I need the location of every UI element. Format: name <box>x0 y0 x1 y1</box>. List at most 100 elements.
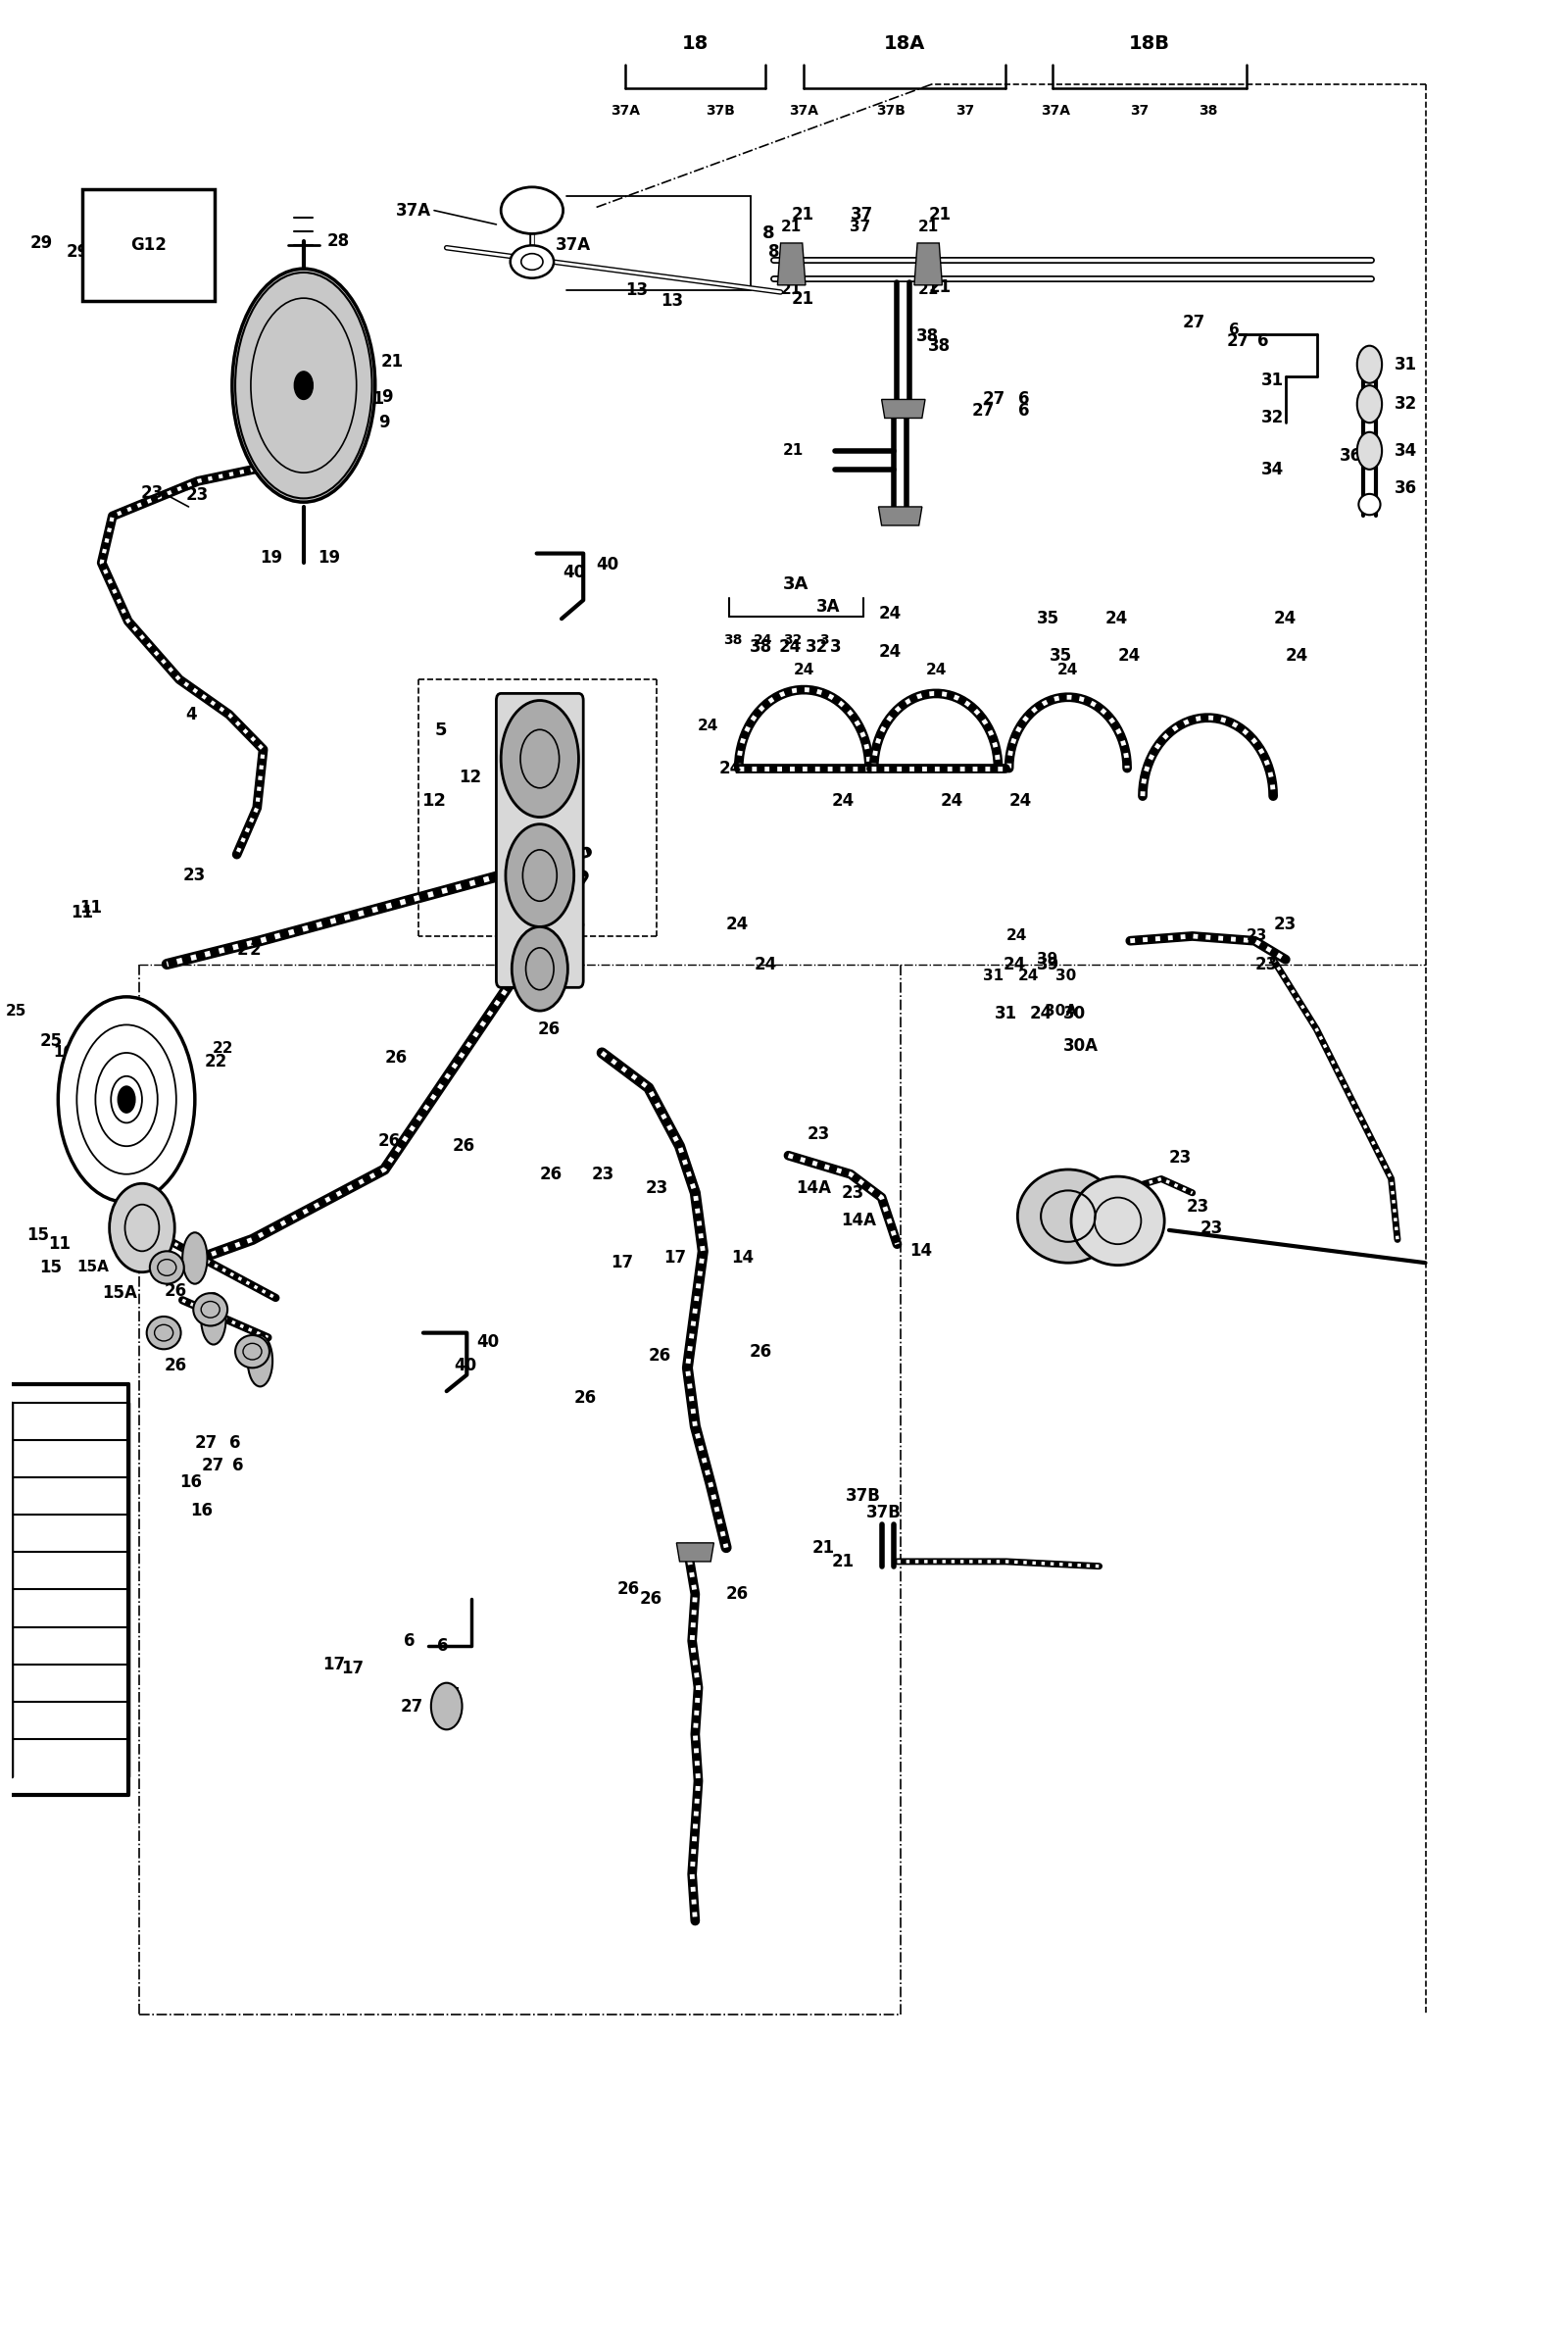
Text: 32: 32 <box>784 634 803 646</box>
Text: 23: 23 <box>591 1165 615 1184</box>
Text: 17: 17 <box>340 1661 364 1677</box>
Text: 24: 24 <box>1118 648 1140 664</box>
Circle shape <box>511 926 568 1010</box>
Text: 31: 31 <box>996 1003 1018 1022</box>
Text: 24: 24 <box>833 793 855 809</box>
Text: 23: 23 <box>1185 1198 1209 1216</box>
Text: 6: 6 <box>1228 323 1239 337</box>
Text: 8: 8 <box>768 243 779 262</box>
Text: 15: 15 <box>39 1258 63 1277</box>
Text: 24: 24 <box>1286 648 1308 664</box>
Circle shape <box>500 699 579 816</box>
Text: 1: 1 <box>136 1092 146 1106</box>
Text: 6: 6 <box>1258 332 1269 351</box>
Text: 26: 26 <box>378 1132 401 1151</box>
Circle shape <box>1356 346 1381 384</box>
Text: 40: 40 <box>596 557 618 573</box>
Text: 26: 26 <box>547 954 571 973</box>
Text: 37B: 37B <box>706 105 735 117</box>
Text: 14: 14 <box>1107 1230 1129 1249</box>
Ellipse shape <box>1018 1170 1118 1263</box>
Text: 14: 14 <box>909 1242 933 1261</box>
Text: 21: 21 <box>928 206 950 225</box>
Text: 23: 23 <box>808 1125 829 1144</box>
Text: 26: 26 <box>726 1586 750 1602</box>
Text: 32: 32 <box>1261 409 1284 428</box>
Text: 36: 36 <box>1341 447 1363 463</box>
Ellipse shape <box>193 1293 227 1326</box>
Text: 23: 23 <box>840 1184 864 1202</box>
Text: 26: 26 <box>563 915 586 933</box>
Text: 10: 10 <box>53 1046 74 1060</box>
Text: 34: 34 <box>1394 442 1417 458</box>
Text: 27: 27 <box>983 391 1005 409</box>
Text: 15A: 15A <box>77 1261 110 1275</box>
Text: 21: 21 <box>917 220 939 234</box>
Text: 26: 26 <box>149 1254 171 1272</box>
Circle shape <box>1356 386 1381 423</box>
Text: 24: 24 <box>1007 929 1027 943</box>
Text: 16: 16 <box>136 1254 158 1272</box>
Text: 24: 24 <box>1004 954 1025 973</box>
Text: 24: 24 <box>1029 1003 1052 1022</box>
Text: 28: 28 <box>328 232 350 250</box>
Text: 8: 8 <box>762 225 775 243</box>
Text: 3A: 3A <box>784 575 809 592</box>
Text: 30: 30 <box>1055 968 1077 982</box>
Text: 21: 21 <box>928 278 950 297</box>
Text: 27: 27 <box>972 402 994 421</box>
Text: 16: 16 <box>190 1502 213 1518</box>
Text: 13: 13 <box>626 281 648 299</box>
Polygon shape <box>881 400 925 419</box>
Text: 34: 34 <box>1261 461 1284 477</box>
Text: 21: 21 <box>381 353 405 372</box>
Text: 24: 24 <box>925 662 947 678</box>
Text: 22: 22 <box>212 1041 234 1055</box>
Text: 27: 27 <box>400 1698 423 1714</box>
Text: 21: 21 <box>781 220 801 234</box>
Text: 37B: 37B <box>877 105 906 117</box>
Text: 37: 37 <box>1131 105 1149 117</box>
Ellipse shape <box>201 1293 226 1345</box>
Text: 35: 35 <box>1036 610 1060 627</box>
Text: 24: 24 <box>1010 793 1032 809</box>
Text: 35: 35 <box>1049 648 1073 664</box>
Text: 30A: 30A <box>1044 1003 1077 1017</box>
Text: 24: 24 <box>878 643 902 660</box>
Circle shape <box>118 1085 136 1113</box>
Text: 26: 26 <box>574 1389 597 1408</box>
Text: 38: 38 <box>1198 105 1217 117</box>
Text: 32: 32 <box>1394 395 1417 414</box>
Polygon shape <box>878 508 922 526</box>
Text: 24: 24 <box>754 954 778 973</box>
Text: 31: 31 <box>1261 372 1283 391</box>
Text: 36: 36 <box>1394 479 1417 496</box>
Text: 24: 24 <box>779 639 801 655</box>
Text: 27: 27 <box>194 1434 218 1450</box>
Ellipse shape <box>510 246 554 278</box>
Text: 26: 26 <box>163 1357 187 1375</box>
Text: 37A: 37A <box>395 201 431 220</box>
Text: 26: 26 <box>539 1165 563 1184</box>
Text: 26: 26 <box>649 1347 671 1366</box>
Text: 23: 23 <box>1200 1219 1223 1237</box>
Text: 12: 12 <box>459 770 481 786</box>
Circle shape <box>295 372 314 400</box>
Text: 26: 26 <box>163 1282 187 1300</box>
Text: 17: 17 <box>323 1656 345 1672</box>
Text: 24: 24 <box>1105 610 1127 627</box>
Text: 18B: 18B <box>1129 35 1170 54</box>
Text: 23: 23 <box>141 484 163 501</box>
Text: 21: 21 <box>833 1553 855 1569</box>
Text: 26: 26 <box>453 1137 475 1155</box>
Text: 24: 24 <box>941 793 963 809</box>
Circle shape <box>505 823 574 926</box>
Text: 9: 9 <box>378 414 389 433</box>
Text: 6: 6 <box>1018 391 1030 409</box>
Text: 40: 40 <box>477 1333 499 1352</box>
Text: 25: 25 <box>39 1031 63 1050</box>
Text: 25: 25 <box>6 1003 27 1017</box>
Text: 16: 16 <box>179 1474 202 1490</box>
Text: 6: 6 <box>405 1633 416 1649</box>
Text: 38: 38 <box>750 639 771 655</box>
